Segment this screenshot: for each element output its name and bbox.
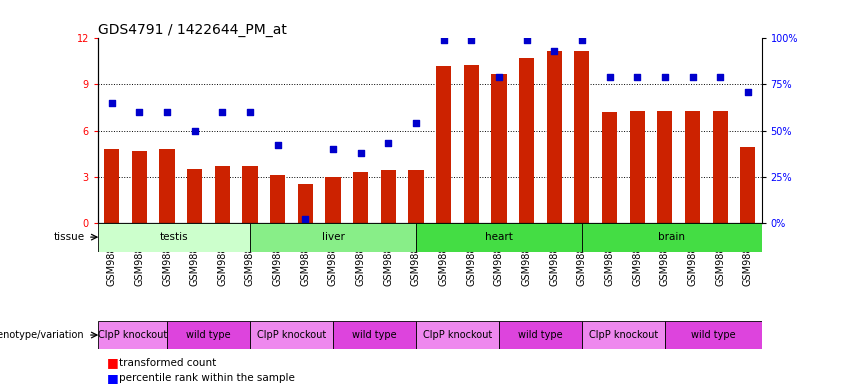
Bar — [132, 151, 147, 223]
Bar — [333, 321, 416, 349]
Text: genotype/variation: genotype/variation — [0, 330, 84, 340]
Bar — [270, 175, 285, 223]
Text: wild type: wild type — [691, 330, 735, 340]
Point — [658, 74, 671, 80]
Bar — [298, 184, 313, 223]
Bar — [657, 111, 672, 223]
Text: testis: testis — [160, 232, 188, 242]
Point — [603, 74, 616, 80]
Bar — [416, 321, 499, 349]
Text: ■: ■ — [106, 372, 118, 384]
Bar — [104, 149, 119, 223]
Bar — [602, 112, 617, 223]
Bar — [574, 51, 590, 223]
Point — [160, 109, 174, 115]
Point — [741, 89, 755, 95]
Bar — [250, 321, 333, 349]
Text: wild type: wild type — [186, 330, 231, 340]
Point — [437, 37, 450, 43]
Text: heart: heart — [485, 232, 513, 242]
Bar — [546, 51, 562, 223]
Bar — [499, 321, 582, 349]
Point — [547, 48, 561, 55]
Text: ClpP knockout: ClpP knockout — [257, 330, 326, 340]
Point — [465, 37, 478, 43]
Bar — [630, 111, 645, 223]
Bar — [685, 111, 700, 223]
Text: GDS4791 / 1422644_PM_at: GDS4791 / 1422644_PM_at — [98, 23, 287, 37]
Bar — [243, 166, 258, 223]
Text: wild type: wild type — [518, 330, 563, 340]
Point — [326, 146, 340, 152]
Bar — [665, 321, 762, 349]
Point — [188, 127, 202, 134]
Bar — [582, 321, 665, 349]
Bar — [740, 147, 756, 223]
Bar — [187, 169, 203, 223]
Bar — [491, 74, 506, 223]
Bar — [380, 170, 396, 223]
Text: brain: brain — [659, 232, 685, 242]
Bar — [159, 149, 174, 223]
Text: liver: liver — [322, 232, 345, 242]
Text: wild type: wild type — [352, 330, 397, 340]
Bar — [519, 58, 534, 223]
Text: ■: ■ — [106, 356, 118, 369]
Text: percentile rank within the sample: percentile rank within the sample — [119, 373, 295, 383]
Text: transformed count: transformed count — [119, 358, 216, 368]
Point — [243, 109, 257, 115]
Bar — [436, 66, 451, 223]
Point — [133, 109, 146, 115]
Point — [105, 100, 118, 106]
Bar — [353, 172, 368, 223]
Point — [520, 37, 534, 43]
Point — [271, 142, 284, 148]
Bar — [98, 321, 167, 349]
Bar — [464, 65, 479, 223]
Bar — [325, 177, 340, 223]
Bar — [167, 321, 250, 349]
Point — [381, 141, 395, 147]
Bar — [98, 223, 250, 252]
Point — [713, 74, 727, 80]
Point — [354, 150, 368, 156]
Bar — [250, 223, 416, 252]
Bar — [582, 223, 762, 252]
Point — [575, 37, 589, 43]
Bar — [408, 170, 424, 223]
Bar — [712, 111, 728, 223]
Text: tissue: tissue — [54, 232, 84, 242]
Point — [299, 216, 312, 222]
Point — [492, 74, 505, 80]
Point — [409, 120, 423, 126]
Text: ClpP knockout: ClpP knockout — [98, 330, 167, 340]
Text: ClpP knockout: ClpP knockout — [589, 330, 658, 340]
Text: ClpP knockout: ClpP knockout — [423, 330, 492, 340]
Point — [215, 109, 229, 115]
Bar — [416, 223, 582, 252]
Bar — [214, 166, 230, 223]
Point — [686, 74, 700, 80]
Point — [631, 74, 644, 80]
